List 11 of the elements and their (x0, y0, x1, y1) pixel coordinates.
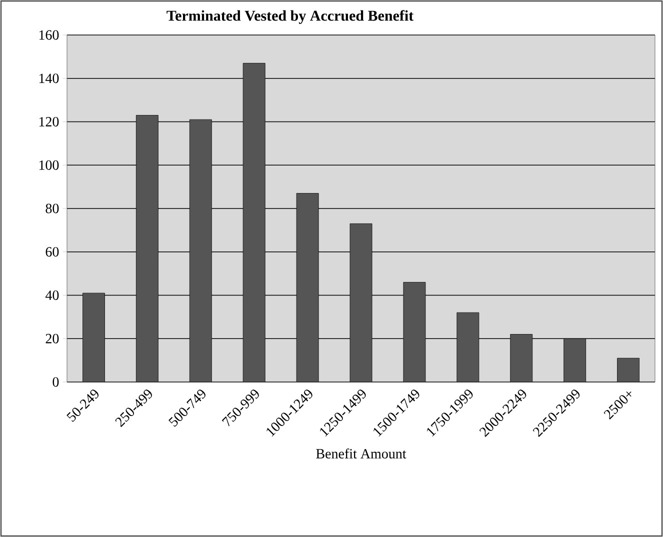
y-tick-label: 20 (46, 334, 59, 344)
y-tick-label: 140 (39, 74, 59, 84)
y-tick-label: 80 (46, 204, 59, 214)
y-tick-label: 160 (39, 30, 59, 40)
y-tick-label: 100 (39, 160, 59, 170)
y-tick-label: 40 (45, 290, 59, 300)
y-tick-label: 0 (52, 377, 59, 387)
y-tick-label: 120 (39, 117, 59, 126)
x-axis-title: Benefit Amount (316, 448, 406, 458)
chart-title: Terminated Vested by Accrued Benefit (166, 10, 414, 24)
y-tick-label: 60 (46, 247, 59, 257)
